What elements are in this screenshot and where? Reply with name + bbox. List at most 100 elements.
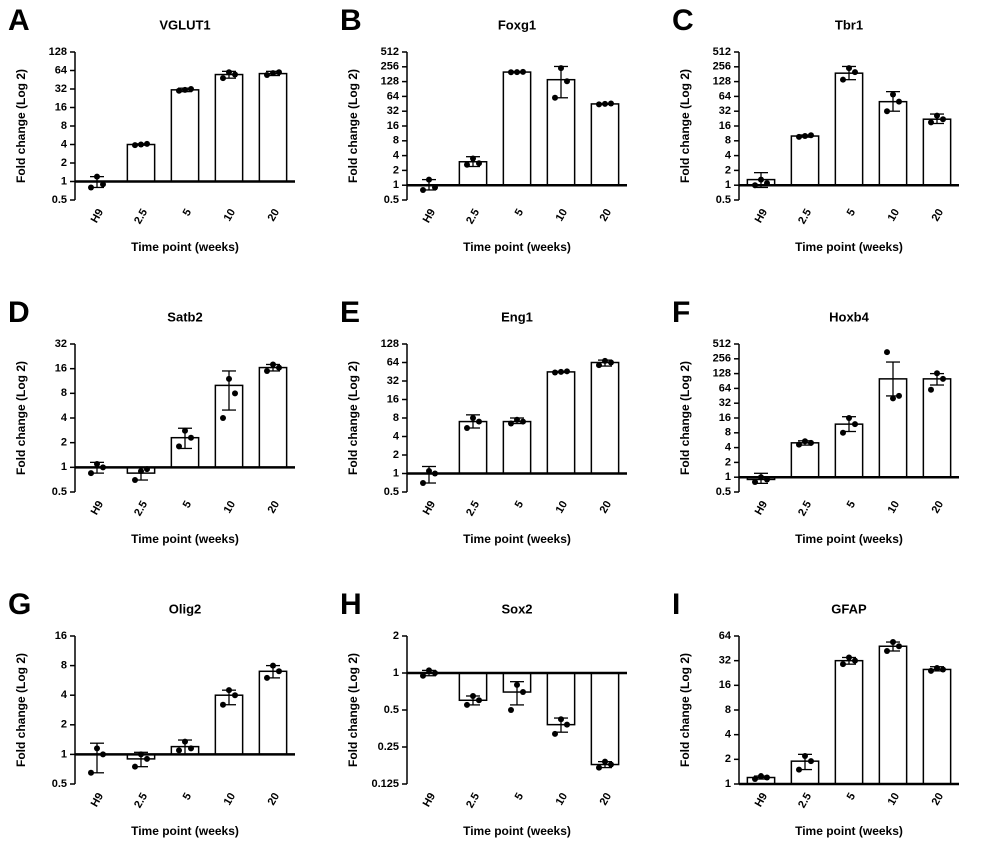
y-tick-label: 32 xyxy=(719,655,731,667)
y-axis-label: Fold change (Log 2) xyxy=(346,361,360,475)
data-point xyxy=(100,181,106,188)
x-tick-label: 2.5 xyxy=(796,207,814,226)
bar xyxy=(502,420,532,475)
data-point xyxy=(476,418,482,425)
y-tick-label: 16 xyxy=(719,679,731,691)
x-tick-label: 10 xyxy=(886,791,903,808)
data-point xyxy=(608,761,614,768)
x-tick-label: 20 xyxy=(930,499,947,516)
data-point xyxy=(896,392,902,399)
panel-letter: E xyxy=(340,296,360,329)
y-tick-label: 0.5 xyxy=(52,194,67,206)
data-point xyxy=(132,763,138,770)
data-point xyxy=(276,364,282,371)
x-tick-label: 2.5 xyxy=(796,499,814,518)
data-point xyxy=(552,369,558,376)
x-tick-label: 20 xyxy=(266,207,283,224)
y-tick-label: 16 xyxy=(719,120,731,132)
data-point xyxy=(144,140,150,147)
data-point xyxy=(808,132,814,139)
data-point xyxy=(270,361,276,368)
data-point xyxy=(846,65,852,72)
data-point xyxy=(232,71,238,78)
y-tick-label: 8 xyxy=(725,704,731,716)
data-point xyxy=(132,142,138,149)
data-point xyxy=(934,665,940,672)
x-axis-label: Time point (weeks) xyxy=(131,824,239,838)
x-tick-label: 20 xyxy=(598,791,615,808)
x-tick-label: 5 xyxy=(181,207,194,218)
x-axis-label: Time point (weeks) xyxy=(795,532,903,546)
data-point xyxy=(558,716,564,723)
bar xyxy=(790,442,820,478)
panel-letter: B xyxy=(340,4,362,37)
data-point xyxy=(220,75,226,82)
data-point xyxy=(182,738,188,745)
x-axis-label: Time point (weeks) xyxy=(131,240,239,254)
x-tick-label: 10 xyxy=(554,499,571,516)
bar xyxy=(170,436,200,469)
y-tick-label: 32 xyxy=(55,83,67,95)
y-tick-label: 1 xyxy=(61,748,67,760)
data-point xyxy=(188,434,194,441)
data-point xyxy=(182,86,188,93)
data-point xyxy=(264,72,270,79)
data-point xyxy=(514,416,520,423)
chart-title: GFAP xyxy=(831,601,867,616)
x-tick-label: 2.5 xyxy=(464,499,482,518)
x-tick-label: H9 xyxy=(89,207,106,225)
data-point xyxy=(182,427,188,434)
y-tick-label: 0.125 xyxy=(371,778,399,790)
y-tick-label: 32 xyxy=(719,105,731,117)
data-point xyxy=(220,415,226,421)
x-tick-label: 2.5 xyxy=(464,207,482,226)
data-point xyxy=(464,701,470,708)
y-axis-label: Fold change (Log 2) xyxy=(14,361,28,475)
data-point xyxy=(226,69,232,76)
chart-title: VGLUT1 xyxy=(159,17,210,32)
y-tick-label: 2 xyxy=(61,437,67,449)
y-tick-label: 0.5 xyxy=(384,486,399,498)
x-axis-label: Time point (weeks) xyxy=(795,240,903,254)
y-tick-label: 2 xyxy=(61,157,67,169)
y-tick-label: 2 xyxy=(725,456,731,468)
bar xyxy=(922,118,952,186)
data-point xyxy=(808,439,814,446)
data-point xyxy=(602,100,608,107)
y-tick-label: 1 xyxy=(725,471,731,483)
data-point xyxy=(144,755,150,762)
y-tick-label: 4 xyxy=(725,150,732,162)
y-tick-label: 32 xyxy=(719,397,731,409)
y-tick-label: 0.5 xyxy=(52,778,67,790)
x-tick-label: H9 xyxy=(421,499,438,517)
data-point xyxy=(890,395,896,402)
bar xyxy=(258,670,288,756)
y-tick-label: 0.5 xyxy=(384,194,399,206)
data-point xyxy=(564,721,570,728)
x-tick-label: 10 xyxy=(886,207,903,224)
panel-letter: D xyxy=(8,296,30,329)
y-tick-label: 16 xyxy=(387,120,399,132)
y-tick-label: 1 xyxy=(393,667,399,679)
x-tick-label: 20 xyxy=(598,499,615,516)
data-point xyxy=(470,155,476,162)
data-point xyxy=(558,65,564,72)
data-point xyxy=(232,692,238,699)
data-point xyxy=(88,470,94,477)
data-point xyxy=(132,477,138,484)
x-tick-label: 5 xyxy=(845,499,858,510)
data-point xyxy=(928,667,934,674)
data-point xyxy=(846,654,852,661)
x-axis-label: Time point (weeks) xyxy=(463,532,571,546)
bar xyxy=(834,659,864,785)
y-tick-label: 16 xyxy=(55,101,67,113)
y-tick-label: 2 xyxy=(61,719,67,731)
y-tick-label: 128 xyxy=(49,46,67,58)
y-tick-label: 1 xyxy=(61,175,67,187)
data-point xyxy=(764,774,770,781)
data-point xyxy=(476,697,482,704)
x-tick-label: 5 xyxy=(845,791,858,802)
data-point xyxy=(796,441,802,448)
data-point xyxy=(934,112,940,119)
